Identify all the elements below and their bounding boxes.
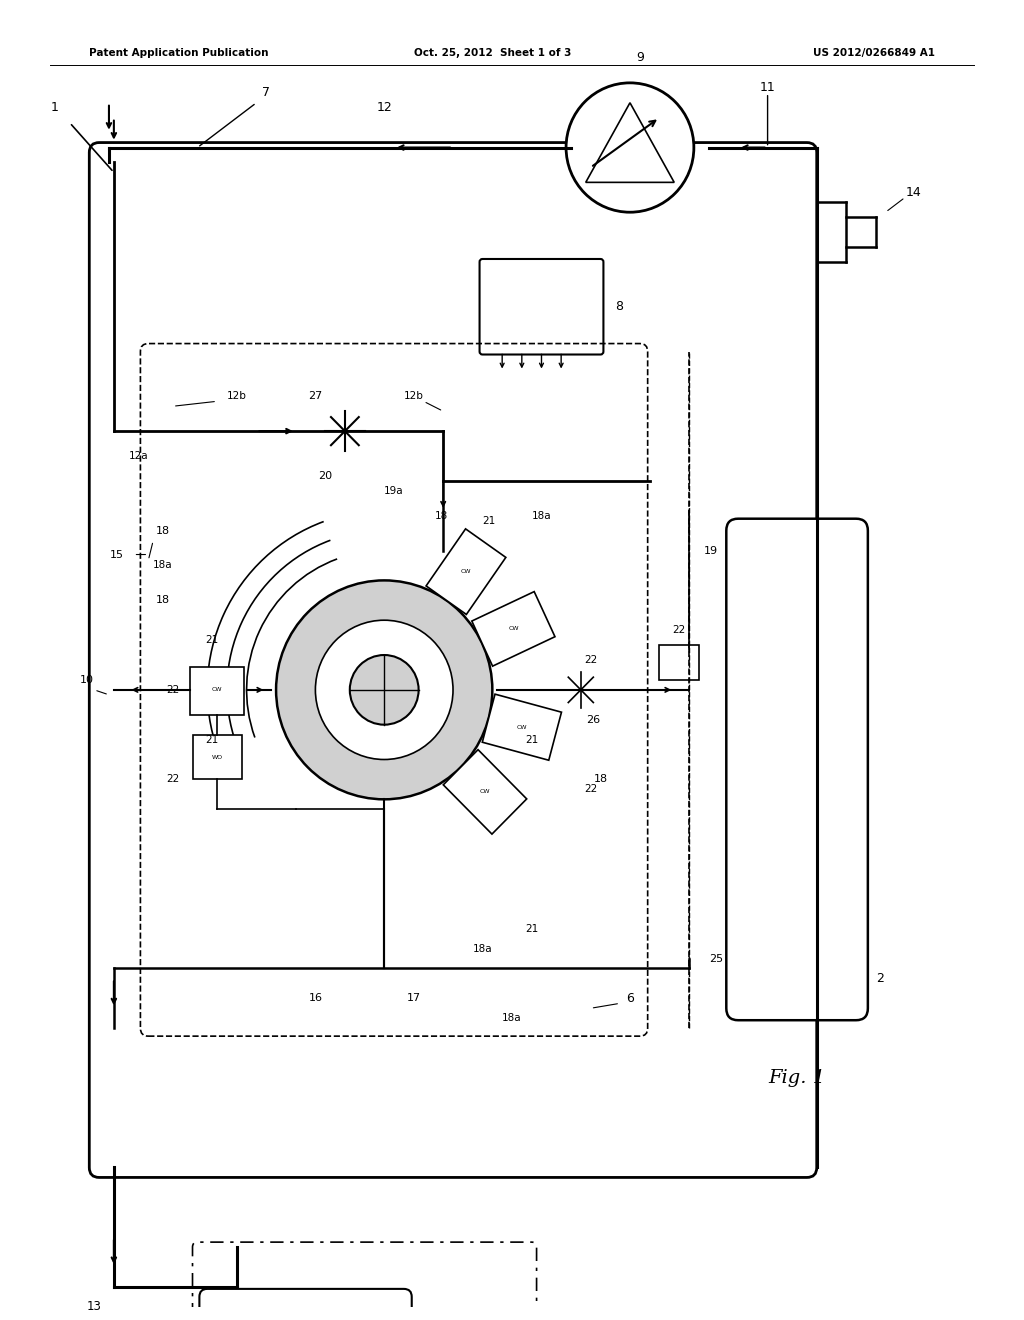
Text: 11: 11 (760, 82, 775, 94)
Circle shape (566, 83, 694, 213)
Text: 18: 18 (594, 775, 607, 784)
Text: 19: 19 (703, 545, 718, 556)
Text: 12b: 12b (226, 391, 247, 401)
Text: 12: 12 (377, 102, 392, 115)
Text: 25: 25 (710, 953, 723, 964)
Text: 21: 21 (206, 735, 219, 744)
Circle shape (350, 655, 419, 725)
Text: CW: CW (461, 569, 471, 574)
Text: 18: 18 (156, 595, 170, 606)
Text: 6: 6 (626, 991, 634, 1005)
Text: CW: CW (517, 725, 527, 730)
Polygon shape (472, 591, 555, 667)
Text: CW: CW (508, 627, 518, 631)
Polygon shape (426, 529, 506, 614)
Text: 15: 15 (110, 549, 124, 560)
Text: 22: 22 (584, 784, 597, 795)
Text: 10: 10 (80, 675, 94, 685)
Text: US 2012/0266849 A1: US 2012/0266849 A1 (813, 48, 935, 58)
Text: 7: 7 (262, 86, 270, 99)
Text: 18a: 18a (502, 1014, 522, 1023)
FancyBboxPatch shape (479, 259, 603, 355)
Text: 17: 17 (407, 994, 421, 1003)
Text: Patent Application Publication: Patent Application Publication (89, 48, 268, 58)
Text: 19a: 19a (384, 486, 403, 496)
Text: 26: 26 (586, 714, 600, 725)
Circle shape (315, 620, 453, 759)
Text: 21: 21 (525, 924, 539, 933)
Text: 22: 22 (673, 626, 686, 635)
Text: 22: 22 (166, 685, 179, 694)
Text: 12b: 12b (403, 391, 424, 401)
Text: CW: CW (212, 688, 222, 693)
Polygon shape (443, 750, 526, 834)
Polygon shape (586, 103, 674, 182)
Text: Oct. 25, 2012  Sheet 1 of 3: Oct. 25, 2012 Sheet 1 of 3 (414, 48, 571, 58)
Text: 8: 8 (615, 300, 624, 313)
Text: 18: 18 (435, 511, 449, 520)
Text: 21: 21 (525, 735, 539, 744)
Text: 18a: 18a (473, 944, 493, 953)
Text: 16: 16 (308, 994, 323, 1003)
FancyBboxPatch shape (200, 1288, 412, 1320)
Text: 18: 18 (156, 525, 170, 536)
Text: 21: 21 (206, 635, 219, 645)
Bar (659, 645, 698, 680)
Text: CW: CW (480, 789, 490, 795)
Text: 13: 13 (87, 1300, 101, 1313)
Text: 2: 2 (876, 972, 884, 985)
Text: 20: 20 (318, 471, 332, 480)
Text: 18a: 18a (531, 511, 551, 520)
Text: 22: 22 (584, 655, 597, 665)
Text: Fig. 1: Fig. 1 (769, 1069, 825, 1086)
Circle shape (276, 581, 493, 800)
Text: 1: 1 (51, 102, 58, 115)
FancyBboxPatch shape (726, 519, 868, 1020)
Bar (193, 735, 242, 779)
Text: 14: 14 (905, 186, 921, 199)
Text: 18a: 18a (154, 561, 173, 570)
Text: WO: WO (212, 755, 222, 760)
Bar (189, 667, 244, 714)
Polygon shape (482, 694, 561, 760)
Text: 22: 22 (166, 775, 179, 784)
Text: 21: 21 (482, 516, 496, 525)
Text: 27: 27 (308, 391, 323, 401)
Text: 9: 9 (636, 51, 644, 65)
Text: 12a: 12a (129, 451, 148, 461)
